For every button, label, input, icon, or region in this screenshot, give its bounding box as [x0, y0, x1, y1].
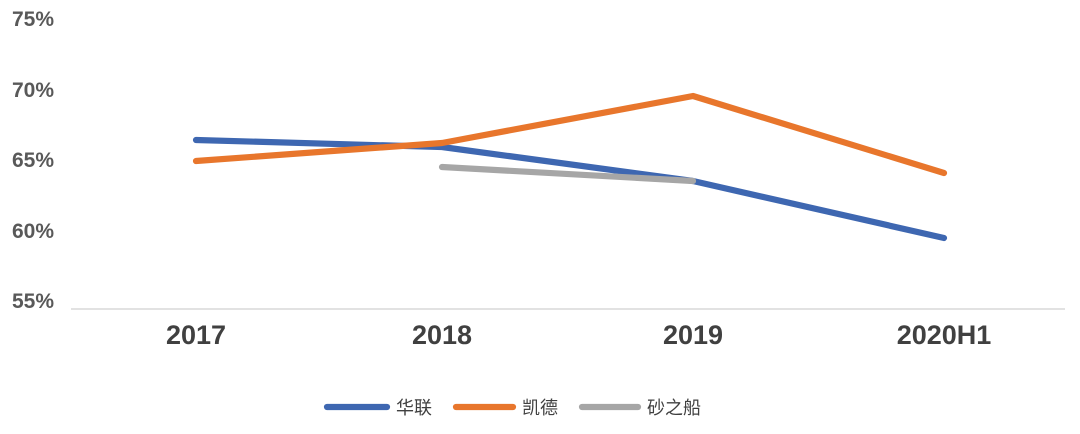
svg-text:65%: 65%	[12, 149, 54, 172]
svg-text:华联: 华联	[396, 398, 432, 418]
svg-text:砂之船: 砂之船	[647, 398, 701, 418]
svg-text:2020H1: 2020H1	[897, 320, 992, 350]
svg-text:55%: 55%	[12, 290, 54, 313]
svg-text:60%: 60%	[12, 220, 54, 243]
svg-text:75%: 75%	[12, 8, 54, 31]
svg-text:2019: 2019	[663, 320, 723, 350]
svg-text:凯德: 凯德	[522, 398, 558, 418]
svg-text:2018: 2018	[412, 320, 472, 350]
svg-text:2017: 2017	[166, 320, 226, 350]
svg-text:70%: 70%	[12, 79, 54, 102]
